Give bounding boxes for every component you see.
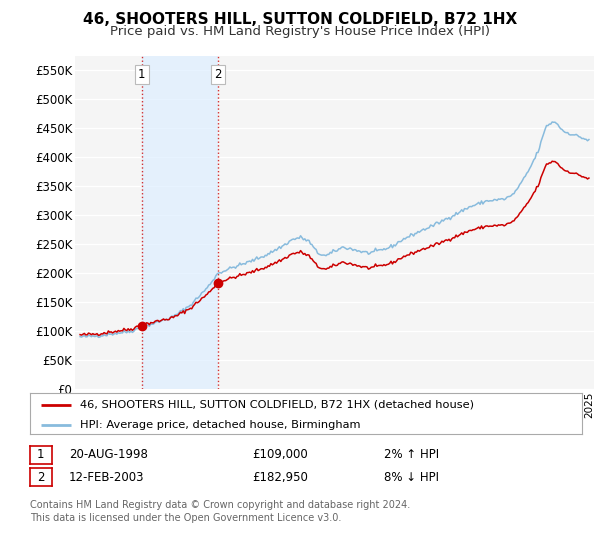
Text: 46, SHOOTERS HILL, SUTTON COLDFIELD, B72 1HX (detached house): 46, SHOOTERS HILL, SUTTON COLDFIELD, B72… — [80, 400, 473, 409]
Text: 2: 2 — [214, 68, 221, 81]
Text: £109,000: £109,000 — [252, 448, 308, 461]
Text: £182,950: £182,950 — [252, 470, 308, 484]
Text: 2% ↑ HPI: 2% ↑ HPI — [384, 448, 439, 461]
Text: HPI: Average price, detached house, Birmingham: HPI: Average price, detached house, Birm… — [80, 420, 360, 430]
Text: 46, SHOOTERS HILL, SUTTON COLDFIELD, B72 1HX: 46, SHOOTERS HILL, SUTTON COLDFIELD, B72… — [83, 12, 517, 27]
Text: 2: 2 — [37, 470, 44, 484]
Text: 8% ↓ HPI: 8% ↓ HPI — [384, 470, 439, 484]
Text: Contains HM Land Registry data © Crown copyright and database right 2024.
This d: Contains HM Land Registry data © Crown c… — [30, 500, 410, 522]
Text: 12-FEB-2003: 12-FEB-2003 — [69, 470, 145, 484]
Text: Price paid vs. HM Land Registry's House Price Index (HPI): Price paid vs. HM Land Registry's House … — [110, 25, 490, 38]
Text: 20-AUG-1998: 20-AUG-1998 — [69, 448, 148, 461]
Bar — [142, 56, 218, 389]
Text: 1: 1 — [138, 68, 146, 81]
Text: 1: 1 — [37, 448, 44, 461]
